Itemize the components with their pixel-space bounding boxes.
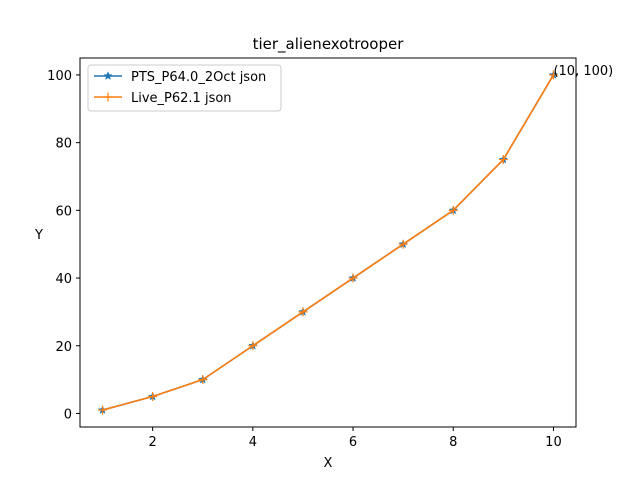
legend-label: Live_P62.1 json <box>131 91 232 106</box>
data-point <box>248 341 258 351</box>
data-point <box>498 155 508 165</box>
data-point <box>298 307 308 317</box>
data-point <box>148 392 158 402</box>
data-point <box>348 273 358 283</box>
legend-label: PTS_P64.0_2Oct json <box>131 70 266 85</box>
data-point <box>448 205 458 215</box>
y-tick-label: 100 <box>47 69 72 84</box>
y-tick-label: 80 <box>55 137 72 152</box>
series-2 <box>98 70 558 415</box>
x-tick-label: 6 <box>349 435 357 450</box>
data-point <box>398 239 408 249</box>
data-point <box>548 70 558 80</box>
chart-title: tier_alienexotrooper <box>253 35 405 54</box>
data-annotation: (10, 100) <box>553 64 613 79</box>
data-point <box>198 375 208 385</box>
data-point <box>98 405 108 415</box>
y-tick-label: 20 <box>55 340 72 355</box>
series-line <box>102 74 555 411</box>
x-axis-label: X <box>324 456 333 471</box>
series-1 <box>97 70 559 415</box>
series-layer <box>97 70 559 415</box>
x-axis: 2 4 6 8 10 <box>149 427 562 450</box>
x-tick-label: 4 <box>249 435 257 450</box>
plot-frame <box>79 57 577 428</box>
legend-item: PTS_P64.0_2Oct json <box>94 70 266 85</box>
annotation-layer: (10, 100) <box>553 64 613 79</box>
legend-marker <box>103 71 113 80</box>
series-line <box>102 74 555 411</box>
y-axis-label: Y <box>34 228 43 243</box>
x-tick-label: 10 <box>545 435 562 450</box>
x-tick-label: 2 <box>149 435 157 450</box>
y-tick-label: 40 <box>55 272 72 287</box>
legend-marker <box>103 92 113 102</box>
legend-box <box>87 64 282 112</box>
x-tick-label: 8 <box>449 435 457 450</box>
y-tick-label: 60 <box>55 204 72 219</box>
y-axis: 0 20 40 60 80 100 <box>47 69 80 422</box>
legend: PTS_P64.0_2Oct json Live_P62.1 json <box>87 64 282 112</box>
legend-item: Live_P62.1 json <box>94 91 232 106</box>
y-tick-label: 0 <box>64 407 72 422</box>
